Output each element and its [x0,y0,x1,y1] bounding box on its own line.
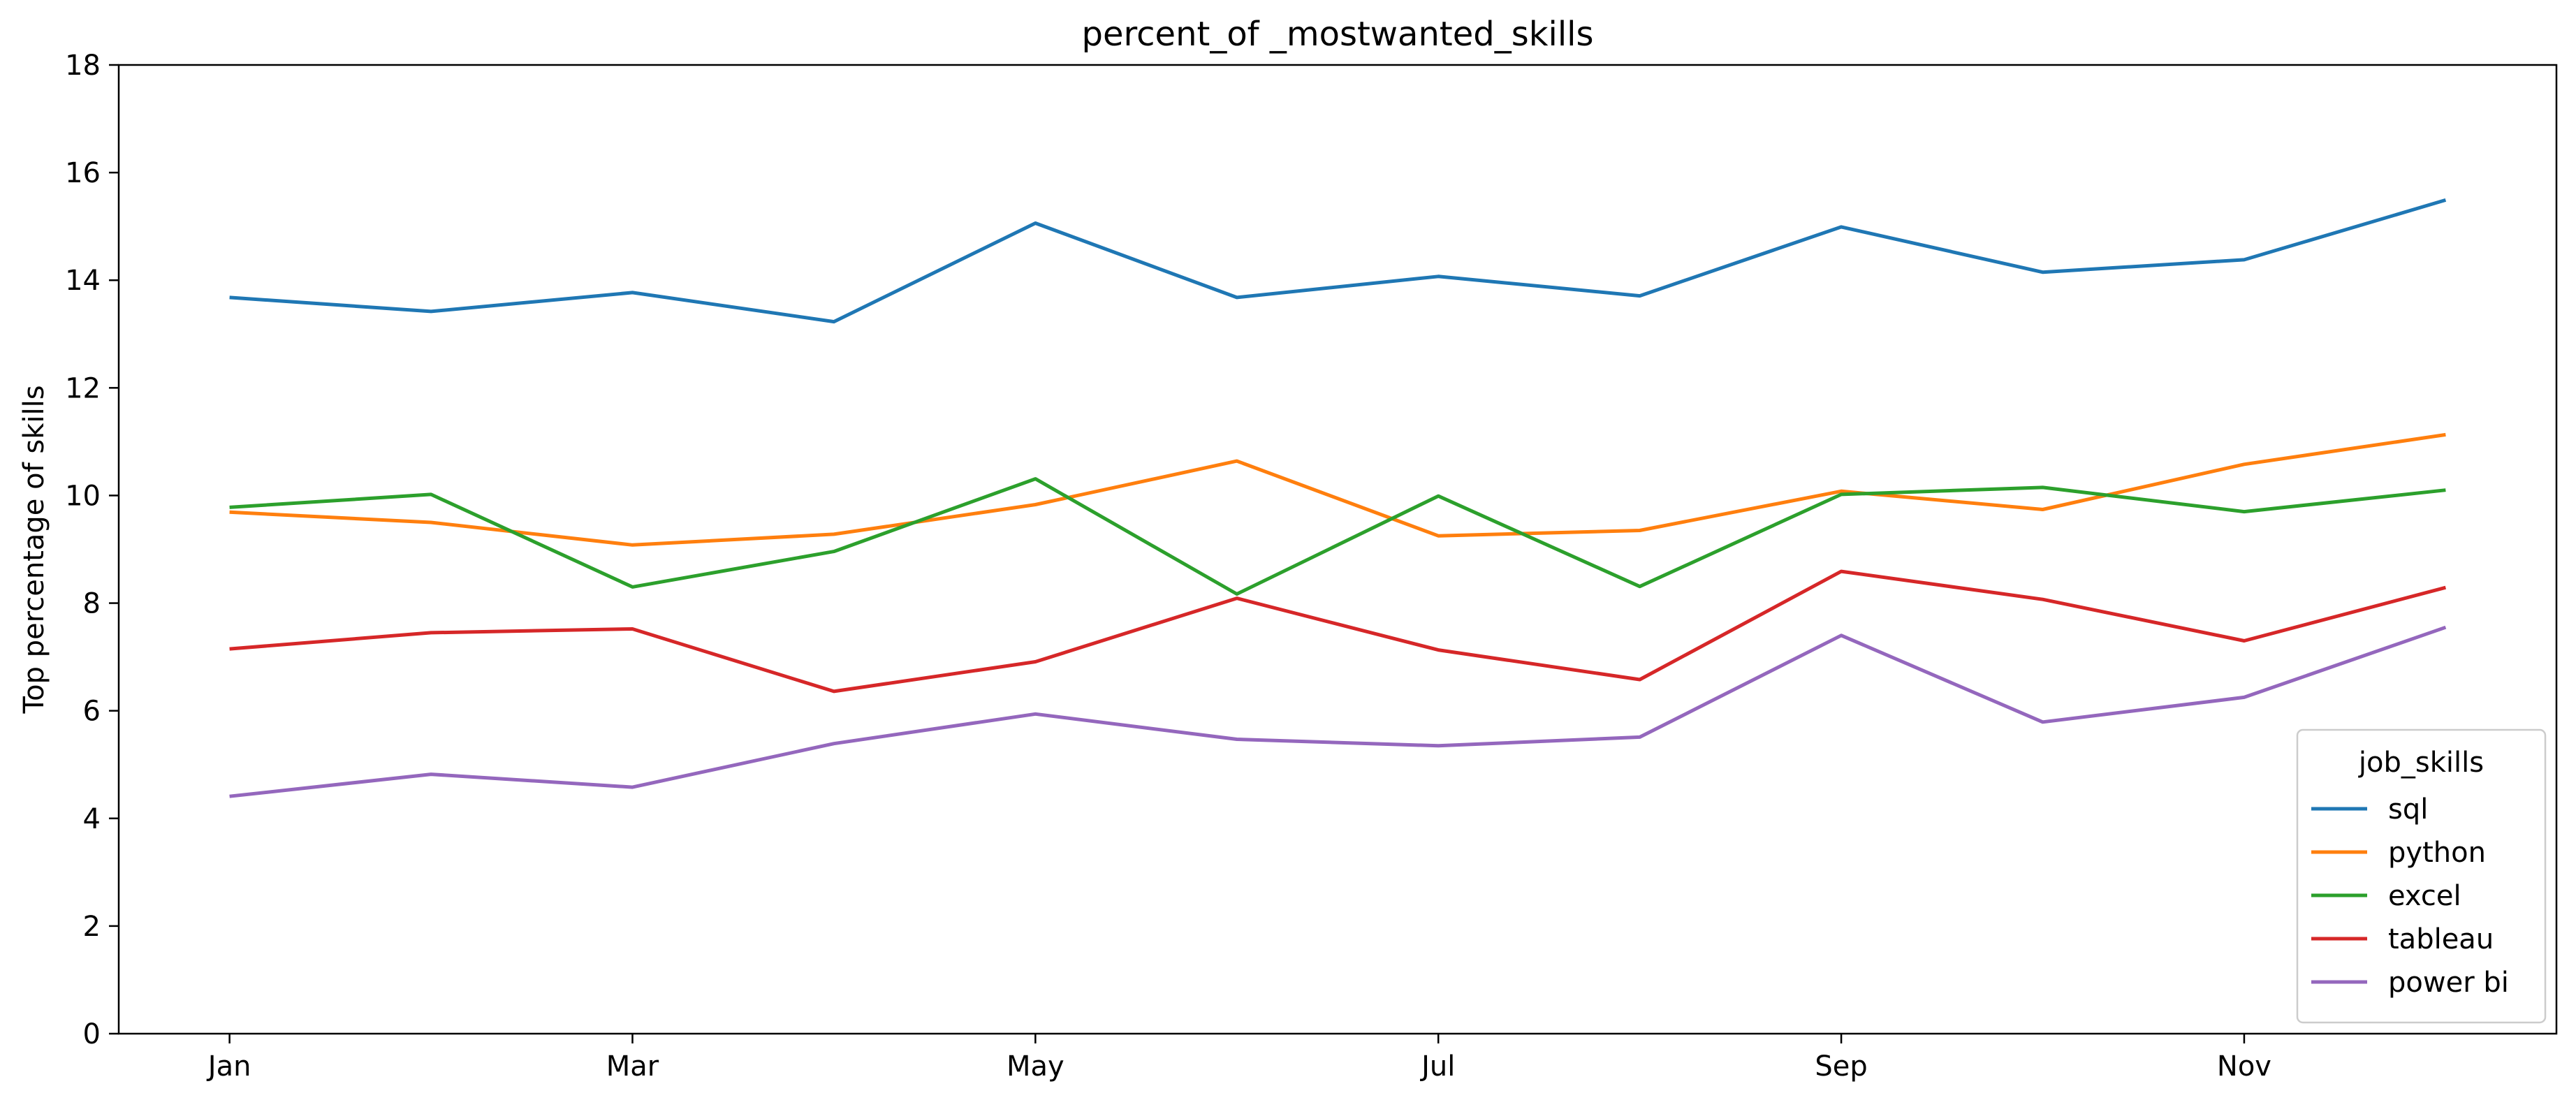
y-tick-label: 14 [65,265,101,297]
series-line-excel [229,477,2446,596]
y-tick-label: 8 [83,588,101,620]
x-tick-label: Jul [1419,1050,1455,1083]
legend-label: python [2388,837,2486,869]
legend-item-power-bi[interactable]: power bi [2311,967,2509,999]
legend[interactable]: job_skills sql python excel tableau power bi [2296,728,2547,1024]
x-tick-label: May [1007,1050,1064,1083]
legend-box [2296,728,2547,1024]
y-tick-label: 10 [65,480,101,512]
legend-label: excel [2388,880,2461,912]
series-layer [229,198,2447,798]
y-tick-label: 12 [65,372,101,404]
legend-item-tableau[interactable]: tableau [2311,923,2494,955]
y-tick-label: 4 [83,803,101,835]
y-tick-label: 18 [65,50,101,82]
x-tick-label: Nov [2217,1050,2271,1083]
legend-item-python[interactable]: python [2311,837,2486,869]
legend-title: job_skills [2358,747,2484,779]
plot-frame [117,64,2558,1035]
legend-label: tableau [2388,923,2494,955]
legend-label: sql [2388,793,2428,826]
chart-title: percent_of _mostwanted_skills [1081,15,1593,54]
x-tick-label: Mar [606,1050,659,1083]
y-tick-label: 0 [83,1018,101,1050]
y-axis-label: Top percentage of skills [18,385,50,714]
legend-item-excel[interactable]: excel [2311,880,2461,912]
x-axis-ticks: Jan Mar May Jul Sep Nov [206,1034,2271,1083]
x-tick-label: Sep [1815,1050,1867,1083]
y-tick-label: 6 [83,696,101,728]
legend-items: sql python excel tableau power bi [2311,793,2509,999]
legend-item-sql[interactable]: sql [2311,793,2428,826]
y-tick-label: 16 [65,157,101,189]
series-line-python [229,432,2446,547]
x-tick-label: Jan [206,1050,251,1083]
y-axis-ticks: 0 2 4 6 8 10 12 14 16 18 [65,50,119,1050]
legend-label: power bi [2388,967,2509,999]
series-line-power-bi [229,625,2447,798]
series-line-sql [229,198,2447,324]
y-tick-label: 2 [83,911,101,943]
series-line-tableau [229,569,2447,694]
